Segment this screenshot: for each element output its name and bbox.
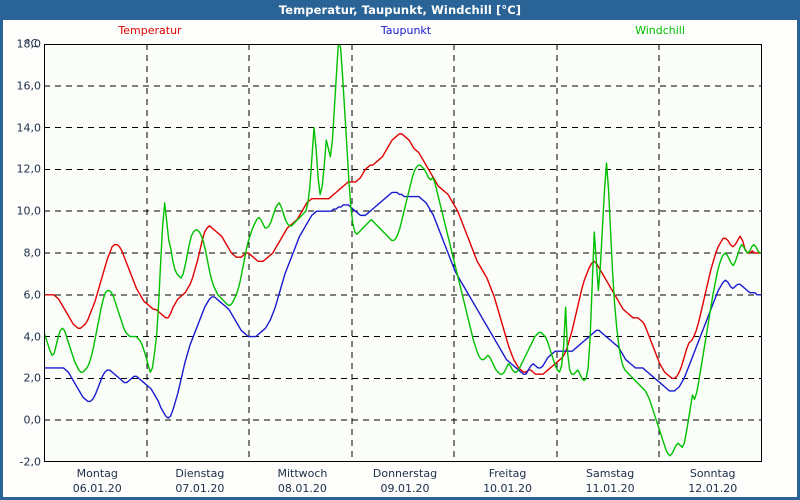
series-line-taupunkt xyxy=(44,191,762,419)
y-axis-tick: 18,0 xyxy=(16,37,42,51)
x-axis-tick-date: 10.01.20 xyxy=(483,482,533,495)
x-axis-tick: Freitag 10.01.20 xyxy=(456,466,559,496)
x-axis-tick-date: 09.01.20 xyxy=(380,482,430,495)
y-axis-tick: 6,0 xyxy=(23,288,42,302)
legend-item-temperatur: Temperatur xyxy=(118,24,182,37)
x-axis-tick: Sonntag 12.01.20 xyxy=(661,466,764,496)
y-axis-tick-labels: 18,0 16,0 14,0 12,0 10,0 8,0 6,0 4,0 2,0 0,0 -2,0 xyxy=(3,38,42,469)
window-title: Temperatur, Taupunkt, Windchill [°C] xyxy=(278,3,522,17)
chart-legend: Temperatur Taupunkt Windchill xyxy=(3,23,797,39)
series-line-windchill xyxy=(44,44,762,457)
plot-frame xyxy=(44,44,762,462)
y-axis-tick: 14,0 xyxy=(16,121,42,135)
x-axis-tick-day: Montag xyxy=(76,467,118,480)
legend-item-windchill: Windchill xyxy=(635,24,685,37)
chart-svg xyxy=(44,44,762,462)
plot-area xyxy=(44,44,762,462)
x-axis-tick-date: 12.01.20 xyxy=(688,482,738,495)
x-axis-tick-day: Samstag xyxy=(586,467,635,480)
x-axis-tick: Mittwoch 08.01.20 xyxy=(251,466,354,496)
y-axis-tick: 10,0 xyxy=(16,204,42,218)
x-axis-tick: Donnerstag 09.01.20 xyxy=(354,466,457,496)
x-axis-tick-date: 08.01.20 xyxy=(277,482,327,495)
x-axis-tick-date: 11.01.20 xyxy=(585,482,635,495)
legend-item-taupunkt: Taupunkt xyxy=(380,24,432,37)
x-axis-tick-day: Sonntag xyxy=(689,467,736,480)
y-axis-tick: 4,0 xyxy=(23,330,42,344)
x-axis-tick: Dienstag 07.01.20 xyxy=(149,466,252,496)
x-axis-tick-day: Dienstag xyxy=(175,467,225,480)
y-axis-tick: -2,0 xyxy=(19,455,41,469)
x-axis-tick-labels: Montag 06.01.20 Dienstag 07.01.20 Mittwoch 08… xyxy=(3,466,797,498)
x-axis-tick-date: 07.01.20 xyxy=(175,482,225,495)
series-line-temperatur xyxy=(44,133,762,380)
window-title-bar: Temperatur, Taupunkt, Windchill [°C] xyxy=(0,0,800,20)
x-axis-tick: Samstag 11.01.20 xyxy=(559,466,662,496)
y-axis-unit-label: °C xyxy=(25,37,39,50)
x-axis-tick-date: 06.01.20 xyxy=(72,482,122,495)
x-axis-tick-day: Freitag xyxy=(488,467,527,480)
x-axis-tick-day: Donnerstag xyxy=(372,467,438,480)
y-axis-tick: 8,0 xyxy=(23,246,42,260)
y-axis-tick: 16,0 xyxy=(16,79,42,93)
y-axis-tick: 0,0 xyxy=(23,413,42,427)
y-axis-tick: 2,0 xyxy=(23,371,42,385)
x-axis-tick: Montag 06.01.20 xyxy=(46,466,149,496)
y-axis-tick: 12,0 xyxy=(16,162,42,176)
x-axis-tick-day: Mittwoch xyxy=(277,467,328,480)
